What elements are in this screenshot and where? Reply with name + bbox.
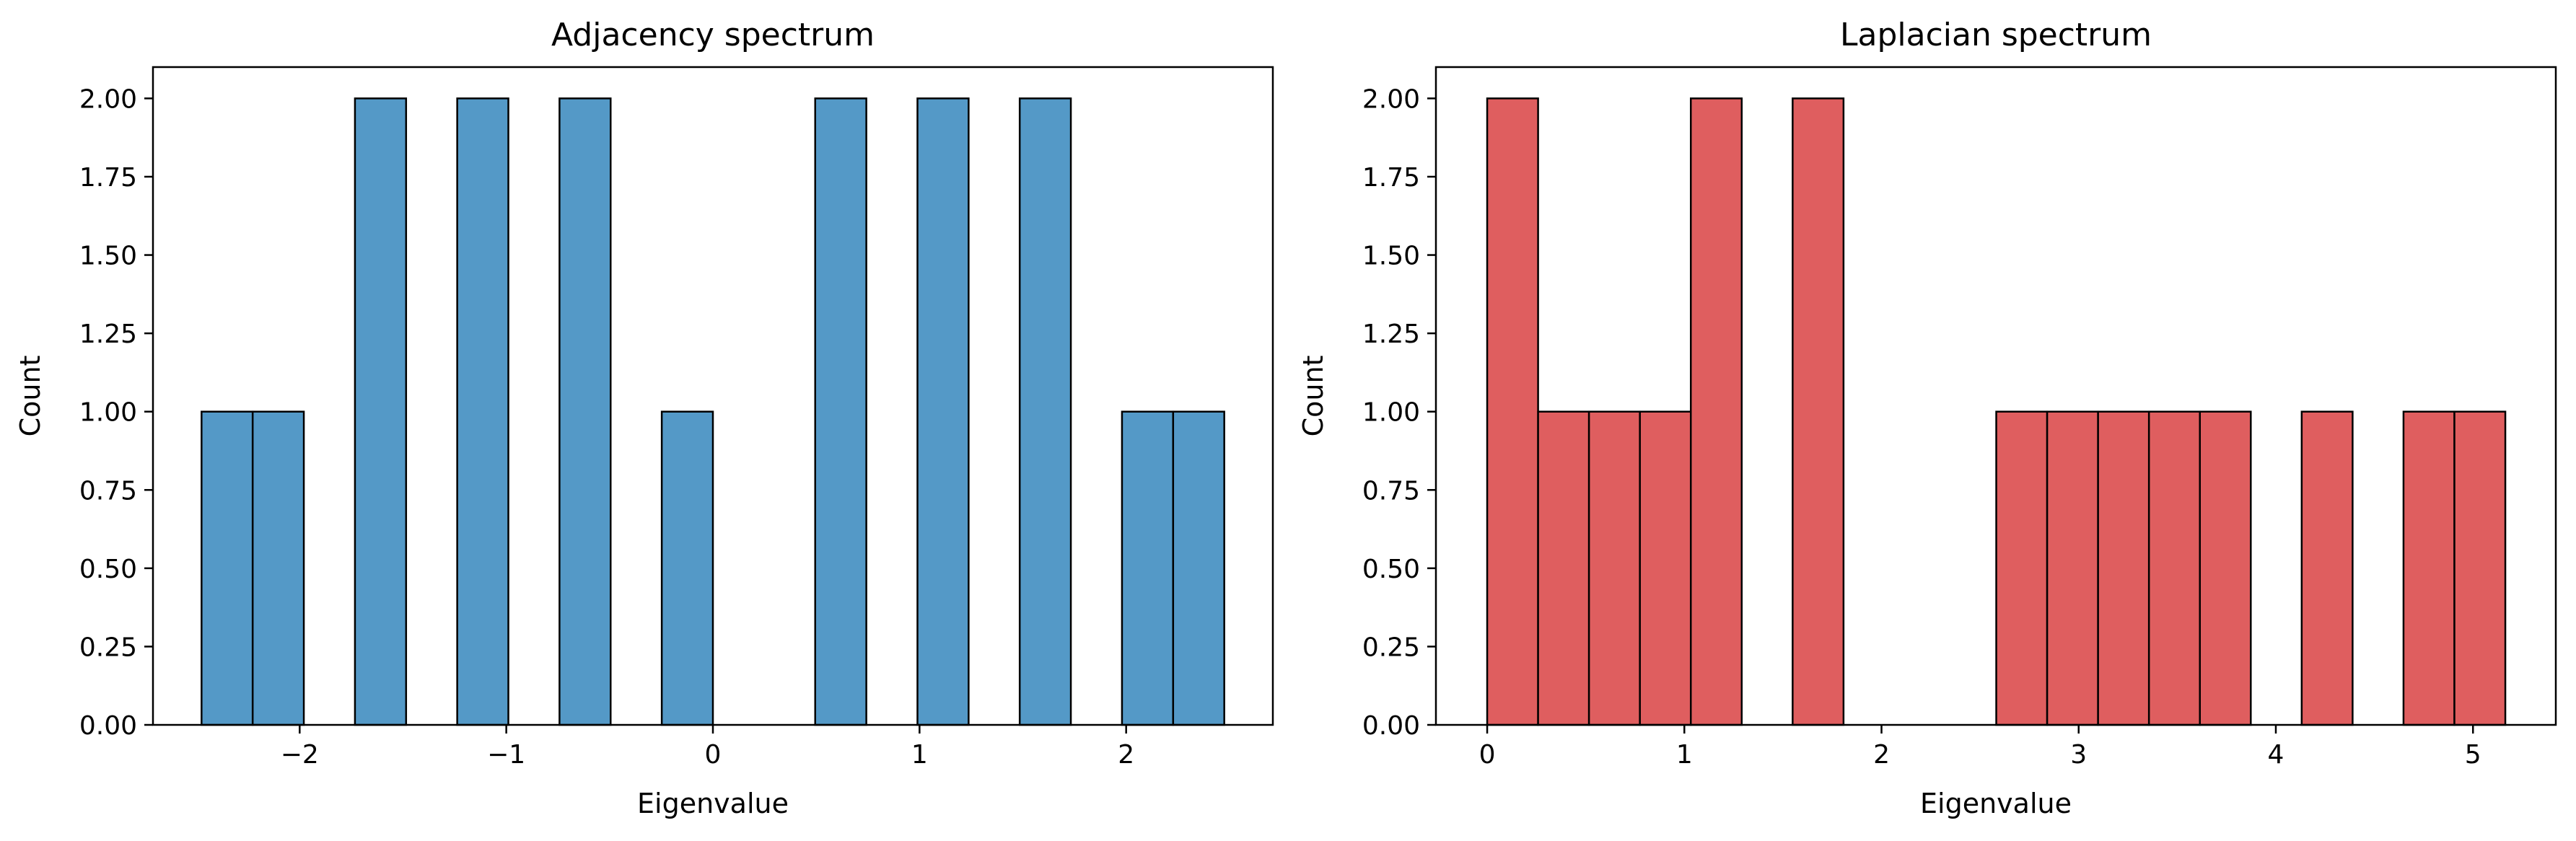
- histogram-bar: [354, 97, 408, 726]
- x-axis-ticks: −2 −1 0 1 2: [281, 725, 1134, 770]
- x-tick-label: 1: [911, 740, 928, 770]
- y-tick-label: 1.75: [1362, 163, 1420, 193]
- y-tick-label: 2.00: [79, 84, 137, 114]
- histogram-bar: [1486, 97, 1539, 726]
- x-tick-label: 0: [1479, 740, 1496, 770]
- x-tick-label: 2: [1873, 740, 1890, 770]
- x-tick-label: 4: [2268, 740, 2284, 770]
- y-tick-label: 0.50: [79, 555, 137, 584]
- laplacian-spectrum-panel: Laplacian spectrum Eigenvalue Count 0.00…: [1297, 17, 2557, 819]
- histogram-bar: [1172, 410, 1225, 726]
- x-axis-label: Eigenvalue: [637, 788, 789, 819]
- y-tick-label: 1.00: [79, 398, 137, 428]
- y-axis-label: Count: [1297, 356, 1329, 437]
- y-tick-label: 0.00: [79, 711, 137, 741]
- histogram-bar: [1689, 97, 1743, 726]
- x-tick-label: 0: [705, 740, 722, 770]
- histogram-bar: [1995, 410, 2049, 726]
- x-axis-label: Eigenvalue: [1920, 788, 2072, 819]
- y-tick-label: 1.25: [1362, 320, 1420, 349]
- histogram-bar: [2402, 410, 2455, 726]
- y-tick-label: 1.25: [79, 320, 137, 349]
- y-axis-ticks: 0.00 0.25 0.50 0.75 1.00 1.25 1.50 1.75 2.00: [1362, 84, 1436, 741]
- y-tick-label: 0.75: [1362, 476, 1420, 506]
- histogram-bar: [1639, 410, 1692, 726]
- histogram-bar: [201, 410, 254, 726]
- histogram-bar: [1792, 97, 1845, 726]
- y-tick-label: 1.50: [79, 242, 137, 271]
- histogram-bar: [456, 97, 509, 726]
- x-tick-label: 2: [1118, 740, 1134, 770]
- y-tick-label: 1.75: [79, 163, 137, 193]
- histogram-bar: [2046, 410, 2099, 726]
- histogram-bar: [1121, 410, 1175, 726]
- histogram-bar: [2199, 410, 2252, 726]
- y-tick-label: 0.25: [79, 633, 137, 662]
- y-tick-label: 0.25: [1362, 633, 1420, 662]
- x-tick-label: 3: [2070, 740, 2087, 770]
- y-tick-label: 2.00: [1362, 84, 1420, 114]
- histogram-bar: [2147, 410, 2201, 726]
- y-tick-label: 1.50: [1362, 242, 1420, 271]
- y-tick-label: 0.00: [1362, 711, 1420, 741]
- x-axis-ticks: 0 1 2 3 4 5: [1479, 725, 2481, 770]
- histogram-bar: [1537, 410, 1590, 726]
- x-tick-label: −2: [281, 740, 319, 770]
- x-tick-label: −1: [487, 740, 525, 770]
- bars: [201, 97, 1225, 726]
- histogram-bar: [916, 97, 970, 726]
- y-tick-label: 0.50: [1362, 555, 1420, 584]
- histogram-bar: [558, 97, 612, 726]
- histogram-bar: [2300, 410, 2354, 726]
- chart-title: Adjacency spectrum: [551, 17, 875, 53]
- bars: [1486, 97, 2507, 726]
- chart-title: Laplacian spectrum: [1840, 17, 2152, 53]
- plot-frame: [152, 66, 1274, 726]
- y-axis-ticks: 0.00 0.25 0.50 0.75 1.00 1.25 1.50 1.75 2.00: [79, 84, 153, 741]
- plot-frame: [1434, 66, 2557, 726]
- histogram-bar: [1018, 97, 1072, 726]
- y-axis-label: Count: [14, 356, 46, 437]
- histogram-bar: [2453, 410, 2507, 726]
- histogram-bar: [1587, 410, 1641, 726]
- y-tick-label: 1.00: [1362, 398, 1420, 428]
- histogram-bar: [660, 410, 714, 726]
- x-tick-label: 5: [2465, 740, 2481, 770]
- y-tick-label: 0.75: [79, 476, 137, 506]
- histogram-bar: [251, 410, 305, 726]
- histogram-bar: [2097, 410, 2150, 726]
- x-tick-label: 1: [1676, 740, 1693, 770]
- adjacency-spectrum-panel: Adjacency spectrum Eigenvalue Count 0.00…: [14, 17, 1274, 819]
- histogram-bar: [814, 97, 867, 726]
